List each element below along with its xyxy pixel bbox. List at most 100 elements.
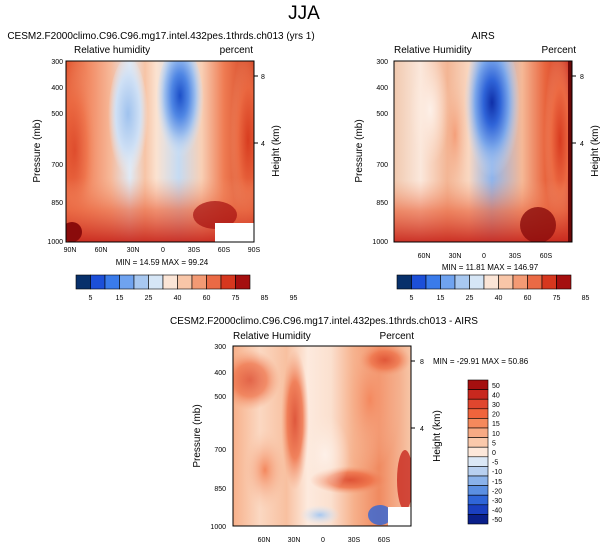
panel-diff-heatmap (233, 346, 411, 526)
panel-diff-title: CESM2.F2000climo.C96.C96.mg17.intel.432p… (170, 316, 478, 327)
panel-obs: AIRS Relative Humidity Percent 300 400 5… (354, 31, 601, 302)
colorbar-box (467, 514, 489, 525)
xtick: 0 (321, 537, 325, 544)
colorbar-label: 95 (290, 295, 298, 302)
colorbar-label: 40 (174, 295, 182, 302)
colorbar-box (541, 274, 557, 290)
panel-obs-xaxis: 60N 30N 0 30S 60S (418, 253, 553, 260)
panel-diff-left-label: Relative Humidity (233, 331, 311, 342)
xtick: 60N (95, 247, 108, 254)
xtick: 30N (127, 247, 140, 254)
colorbar-box (104, 274, 120, 290)
colorbar-box (148, 274, 164, 290)
colorbar-box (177, 274, 193, 290)
colorbar-box (396, 274, 412, 290)
ytick-right: 8 (261, 74, 265, 81)
panel-diff-ylabel: Pressure (mb) (192, 404, 203, 467)
colorbar-box (467, 437, 489, 448)
ytick: 850 (51, 200, 63, 207)
colorbar-label: 85 (261, 295, 269, 302)
panel-model: CESM2.F2000climo.C96.C96.mg17.intel.432p… (7, 31, 314, 302)
colorbar-label: 60 (203, 295, 211, 302)
colorbar-label: 10 (492, 431, 500, 438)
colorbar-label: -40 (492, 508, 502, 515)
panel-model-ylabel: Pressure (mb) (32, 119, 43, 182)
colorbar-box (467, 504, 489, 515)
colorbar-label: 15 (116, 295, 124, 302)
panel-diff-yaxis-right: 8 4 (411, 359, 424, 433)
xtick: 60S (218, 247, 231, 254)
xtick: 30S (188, 247, 201, 254)
colorbar-label: 15 (437, 295, 445, 302)
colorbar-box (206, 274, 222, 290)
colorbar-box (498, 274, 514, 290)
ytick: 300 (376, 59, 388, 66)
panel-model-right-label: percent (220, 45, 254, 56)
xtick: 30N (449, 253, 462, 260)
panel-model-frame (65, 60, 255, 243)
colorbar-label: -50 (492, 517, 502, 524)
colorbar-box (467, 418, 489, 429)
ytick: 700 (51, 162, 63, 169)
colorbar-label: 5 (492, 440, 496, 447)
colorbar-box (467, 427, 489, 438)
colorbar-box (454, 274, 470, 290)
panel-obs-title: AIRS (471, 31, 495, 42)
ytick: 500 (51, 111, 63, 118)
colorbar-box (220, 274, 236, 290)
panel-obs-frame (393, 60, 573, 243)
ytick: 400 (51, 85, 63, 92)
colorbar-label: 5 (410, 295, 414, 302)
panel-model-colorbar: 5 15 25 40 60 75 85 95 (75, 274, 298, 302)
colorbar-label: 5 (89, 295, 93, 302)
panel-diff: CESM2.F2000climo.C96.C96.mg17.intel.432p… (170, 316, 529, 544)
xtick: 60S (378, 537, 391, 544)
colorbar-box (512, 274, 528, 290)
ytick-right: 8 (580, 74, 584, 81)
ytick: 850 (376, 200, 388, 207)
ytick: 500 (376, 111, 388, 118)
ytick: 1000 (210, 524, 226, 531)
colorbar-box (133, 274, 149, 290)
panel-diff-ylabel-right: Height (km) (432, 410, 443, 462)
colorbar-box (75, 274, 91, 290)
ytick: 400 (214, 370, 226, 377)
xtick: 60S (540, 253, 553, 260)
xtick: 30N (288, 537, 301, 544)
xtick: 30S (509, 253, 522, 260)
colorbar-box (467, 398, 489, 410)
colorbar-label: -30 (492, 498, 502, 505)
colorbar-label: 75 (553, 295, 561, 302)
colorbar-box (411, 274, 427, 290)
colorbar-box (469, 274, 485, 290)
colorbar-box (556, 274, 572, 290)
ytick: 1000 (47, 239, 63, 246)
xtick: 0 (482, 253, 486, 260)
panel-model-stats: MIN = 14.59 MAX = 99.24 (116, 258, 209, 267)
colorbar-label: 15 (492, 421, 500, 428)
ytick: 500 (214, 394, 226, 401)
colorbar-box (425, 274, 441, 290)
panel-diff-yaxis: 300 400 500 700 850 1000 (210, 344, 226, 531)
ytick: 400 (376, 85, 388, 92)
colorbar-label: -10 (492, 469, 502, 476)
ytick: 300 (51, 59, 63, 66)
colorbar-box (483, 274, 499, 290)
panel-diff-stats: MIN = -29.91 MAX = 50.86 (433, 357, 529, 366)
colorbar-box (527, 274, 543, 290)
ytick: 700 (376, 162, 388, 169)
panel-obs-stats: MIN = 11.81 MAX = 146.97 (442, 263, 539, 272)
panel-model-heatmap (66, 61, 254, 242)
colorbar-box (467, 456, 489, 467)
colorbar-box (467, 446, 489, 458)
colorbar-label: -15 (492, 479, 502, 486)
ytick: 1000 (372, 239, 388, 246)
colorbar-box (467, 408, 489, 419)
colorbar-label: -5 (492, 460, 498, 467)
ytick: 850 (214, 486, 226, 493)
panel-model-yaxis: 300 400 500 700 850 1000 (47, 59, 63, 246)
colorbar-box (90, 274, 106, 290)
